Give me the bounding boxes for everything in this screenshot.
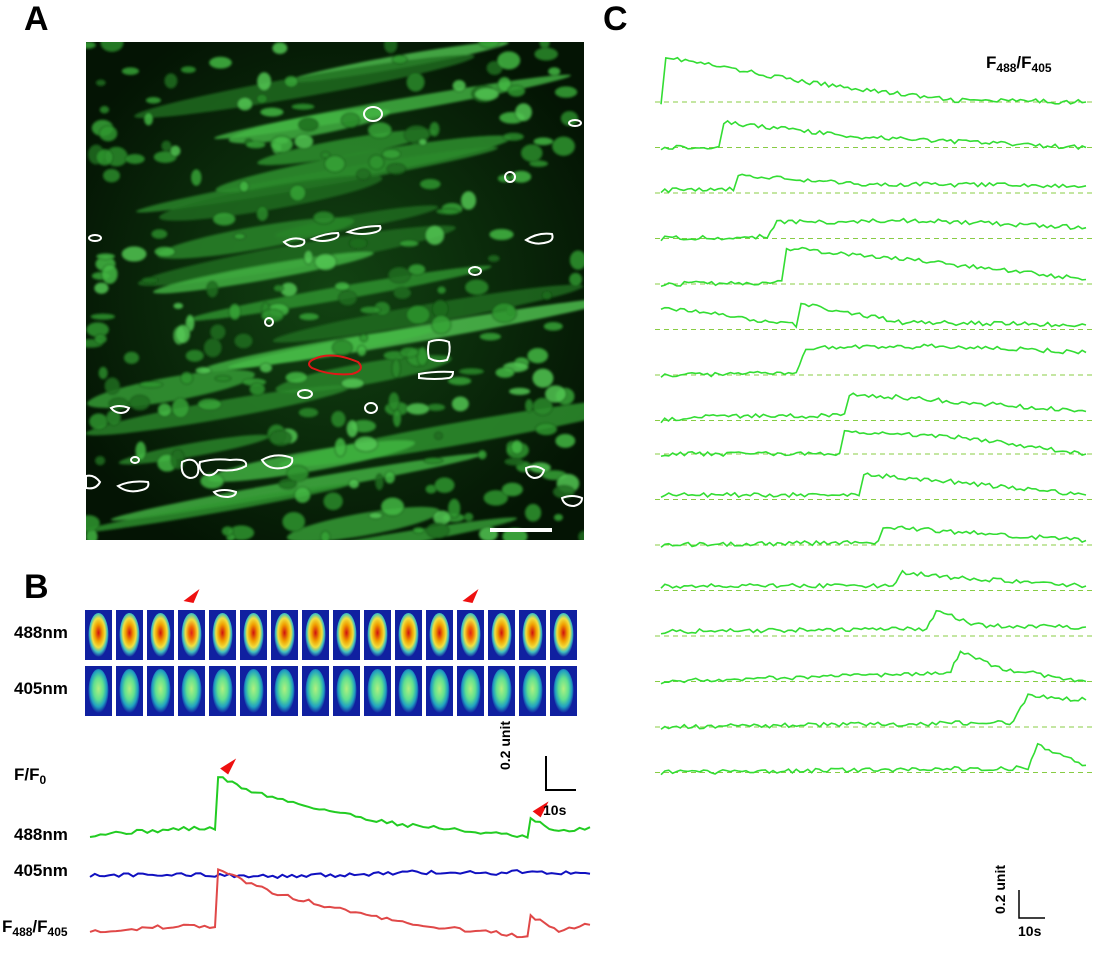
c-trace-7 — [660, 392, 1087, 424]
c-trace-10 — [660, 525, 1087, 548]
strip-row2-label: 405nm — [14, 679, 68, 698]
b-scale-y-label: 0.2 unit — [497, 720, 513, 770]
b-scale-x-label: 10s — [543, 802, 567, 818]
c-trace-5 — [660, 302, 1087, 329]
c-scale-x-label: 10s — [1018, 923, 1042, 939]
c-trace-3 — [660, 217, 1087, 242]
c-trace-2 — [660, 173, 1087, 194]
series-line-2 — [89, 867, 591, 939]
c-trace-13 — [660, 650, 1087, 685]
b-scale-bar — [545, 756, 576, 791]
c-trace-8 — [660, 429, 1087, 458]
series-line-0 — [89, 776, 591, 839]
roi-outlines — [86, 106, 584, 508]
c-trace-9 — [660, 472, 1087, 499]
scale-bar — [490, 528, 552, 532]
panel-c-title: F488/F405 — [986, 53, 1052, 76]
c-trace-14 — [660, 693, 1087, 730]
trace-488-label: 488nm — [14, 825, 68, 844]
c-scale-y-label: 0.2 unit — [992, 864, 1008, 914]
series-line-1 — [89, 869, 591, 880]
c-trace-11 — [660, 569, 1087, 589]
panel-b-label: B — [24, 568, 49, 606]
roi-highlight — [308, 354, 362, 376]
trace-arrowhead — [532, 801, 549, 818]
trace-ratio-label: F488/F405 — [2, 917, 68, 940]
c-trace-12 — [660, 609, 1087, 635]
panel-b-plot — [89, 758, 591, 939]
arrowhead-marker — [462, 589, 479, 603]
c-trace-0 — [660, 56, 1087, 105]
panel-c-plot — [655, 56, 1095, 776]
c-trace-6 — [660, 343, 1087, 378]
image-strips — [85, 589, 577, 716]
trace-title: F/F0 — [14, 765, 47, 788]
c-trace-4 — [660, 246, 1087, 288]
micrograph-art — [86, 42, 584, 540]
c-scale-bar — [1018, 890, 1045, 919]
panel-c-label: C — [603, 0, 628, 38]
trace-arrowhead — [220, 758, 237, 775]
c-trace-15 — [660, 742, 1087, 776]
strip-row1-label: 488nm — [14, 623, 68, 642]
c-trace-1 — [660, 119, 1087, 151]
panel-a-label: A — [24, 0, 49, 38]
arrowhead-marker — [183, 589, 200, 603]
micrograph-image — [86, 42, 584, 540]
trace-405-label: 405nm — [14, 861, 68, 880]
